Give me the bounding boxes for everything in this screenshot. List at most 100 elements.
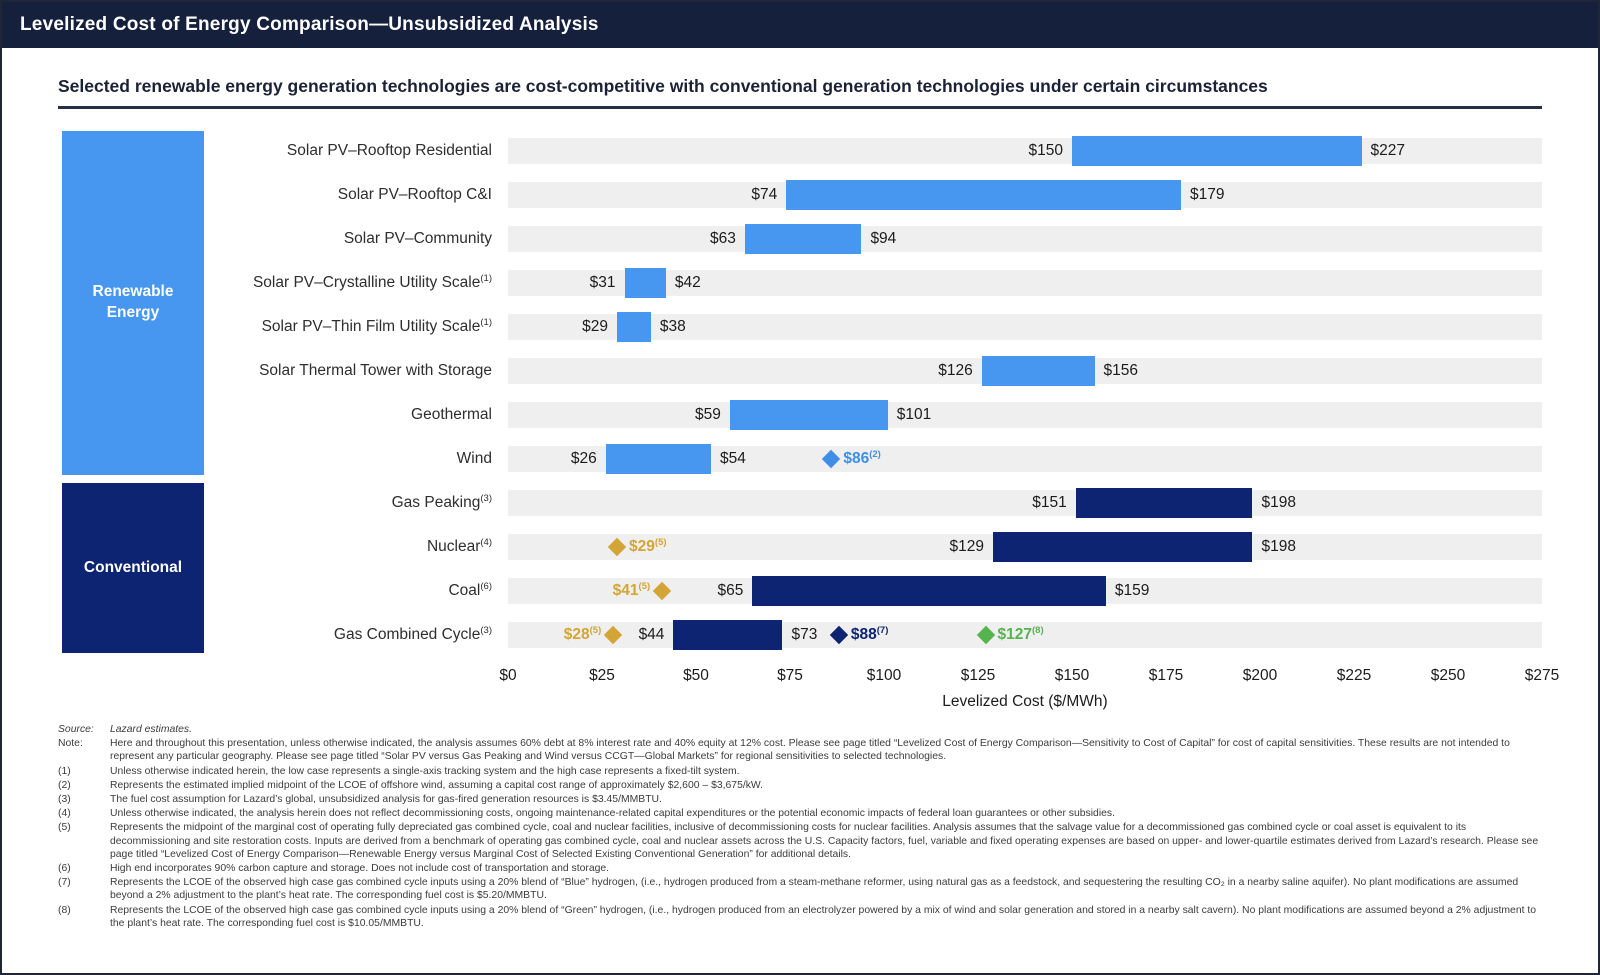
- chart-row: Solar Thermal Tower with Storage $126 $156: [58, 349, 1542, 393]
- footnote-label: (5): [58, 822, 71, 834]
- range-bar: [744, 224, 862, 254]
- footnote-item: (8) Represents the LCOE of the observed h…: [58, 904, 1542, 930]
- diamond-icon: [607, 537, 627, 557]
- high-value-label: $54: [720, 450, 746, 467]
- row-label: Nuclear(4): [426, 536, 492, 555]
- chart-row: Solar PV–Community $63 $94: [58, 217, 1542, 261]
- marker-value-label: $29(5): [629, 536, 667, 555]
- marker-value-label: $28(5): [563, 624, 602, 643]
- footnote-label: Source:: [58, 724, 94, 735]
- axis-tick-label: $175: [1148, 667, 1184, 684]
- diamond-icon: [822, 449, 841, 469]
- x-axis-title-row: Levelized Cost ($/MWh): [58, 689, 1542, 711]
- footnote-text: High end incorporates 90% carbon capture…: [110, 863, 610, 875]
- diamond-icon: [829, 625, 849, 645]
- chart-row: Gas Peaking(3) $151 $198: [58, 481, 1542, 525]
- category-label-conventional: Conventional: [83, 558, 183, 576]
- low-value-label: $129: [949, 538, 985, 555]
- axis-tick-label: $150: [1054, 667, 1090, 684]
- axis-tick-label: $225: [1336, 667, 1372, 684]
- range-bar: [624, 268, 666, 298]
- chart-row: Solar PV–Thin Film Utility Scale(1) $29 $3…: [58, 305, 1542, 349]
- high-value-label: $198: [1261, 494, 1296, 511]
- title-bar: Levelized Cost of Energy Comparison—Unsu…: [2, 2, 1598, 48]
- category-label-renewable: Renewable Energy: [92, 283, 174, 321]
- high-value-label: $159: [1114, 582, 1150, 599]
- row-label: Solar Thermal Tower with Storage: [259, 362, 492, 379]
- footnote-label: (8): [58, 904, 71, 916]
- marker-value-label: $41(5): [612, 580, 651, 599]
- footnote-label: (4): [58, 808, 71, 820]
- footnote-text: Unless otherwise indicated, the analysis…: [110, 808, 1115, 820]
- row-track: $74 $179: [508, 180, 1542, 210]
- footnote-item: (6) High end incorporates 90% carbon capt…: [58, 862, 1542, 875]
- axis-tick-label: $250: [1430, 667, 1466, 684]
- range-bar: [981, 356, 1095, 386]
- row-label: Solar PV–Rooftop C&I: [337, 186, 492, 203]
- row-label: Solar PV–Thin Film Utility Scale(1): [261, 316, 492, 335]
- page-title: Levelized Cost of Energy Comparison—Unsu…: [20, 14, 599, 35]
- chart-row: Gas Combined Cycle(3) $44 $73 $28(5) $88(7) $…: [58, 613, 1542, 657]
- low-value-label: $29: [582, 318, 609, 335]
- x-axis-label: Levelized Cost ($/MWh): [942, 693, 1108, 710]
- range-bar: [1075, 488, 1253, 518]
- footnote-label: (6): [58, 863, 71, 875]
- low-value-label: $151: [1032, 494, 1067, 511]
- footnote-text: Represents the midpoint of the marginal …: [110, 822, 1539, 860]
- high-value-label: $156: [1103, 362, 1139, 379]
- chart-row: Coal(6) $65 $159 $41(5): [58, 569, 1542, 613]
- chart-row: Solar PV–Rooftop C&I $74 $179: [58, 173, 1542, 217]
- footnote-label: (1): [58, 765, 71, 777]
- diamond-icon: [976, 625, 995, 645]
- category-block-renewable-energy: Renewable Energy: [62, 131, 204, 475]
- row-track: $63 $94: [508, 224, 1542, 254]
- high-value-label: $73: [791, 626, 818, 643]
- row-track: $26 $54 $86(2): [508, 444, 1542, 474]
- footnote-text: Unless otherwise indicated herein, the l…: [110, 765, 740, 777]
- low-value-label: $31: [589, 274, 616, 291]
- chart-row: Wind $26 $54 $86(2): [58, 437, 1542, 481]
- footnote-item: Source: Lazard estimates.: [58, 723, 1542, 736]
- range-bar: [786, 180, 1182, 210]
- chart-headline: Selected renewable energy generation tec…: [58, 76, 1542, 109]
- footnote-label: Note:: [58, 738, 83, 750]
- axis-title-spacer: [58, 689, 508, 711]
- row-track: $129 $198 $29(5): [508, 532, 1542, 562]
- axis-tick-label: $75: [777, 667, 803, 684]
- footnote-text: The fuel cost assumption for Lazard’s gl…: [110, 794, 662, 806]
- high-value-label: $94: [870, 230, 897, 247]
- row-track: $59 $101: [508, 400, 1542, 430]
- axis-tick-label: $0: [499, 667, 517, 684]
- range-bar: [617, 312, 651, 342]
- chart-row: Solar PV–Rooftop Residential $150 $227: [58, 129, 1542, 173]
- axis-spacer: [58, 663, 508, 689]
- chart-row: Solar PV–Crystalline Utility Scale(1) $31…: [58, 261, 1542, 305]
- high-value-label: $198: [1261, 538, 1296, 555]
- row-track: $150 $227: [508, 136, 1542, 166]
- row-label: Geothermal: [411, 406, 492, 423]
- row-label: Wind: [456, 450, 492, 467]
- low-value-label: $26: [570, 450, 597, 467]
- marker-value-label: $86(2): [843, 448, 881, 467]
- row-track: $151 $198: [508, 488, 1542, 518]
- axis-tick-label: $200: [1242, 667, 1278, 684]
- range-bar: [729, 400, 888, 430]
- low-value-label: $150: [1028, 142, 1063, 159]
- row-label: Solar PV–Crystalline Utility Scale(1): [252, 272, 492, 291]
- row-track: $44 $73 $28(5) $88(7) $127(8): [508, 620, 1542, 650]
- footnote-label: (3): [58, 794, 71, 806]
- range-bar: [993, 532, 1253, 562]
- footnote-item: (1) Unless otherwise indicated herein, th…: [58, 765, 1542, 778]
- row-label: Coal(6): [448, 580, 492, 599]
- row-track: $29 $38: [508, 312, 1542, 342]
- footnote-text: Lazard estimates.: [110, 724, 193, 735]
- range-bar: [673, 620, 783, 650]
- footnote-item: Note: Here and throughout this presentati…: [58, 737, 1542, 763]
- footnote-label: (2): [58, 779, 71, 791]
- axis-tick-label: $25: [589, 667, 615, 684]
- axis-tick-row: $0 $25 $50 $75 $100 $125 $150 $175 $200 $225 $250 $…: [499, 663, 1559, 689]
- footnote-item: (4) Unless otherwise indicated, the analy…: [58, 807, 1542, 820]
- row-track: $31 $42: [508, 268, 1542, 298]
- range-bar: [752, 576, 1106, 606]
